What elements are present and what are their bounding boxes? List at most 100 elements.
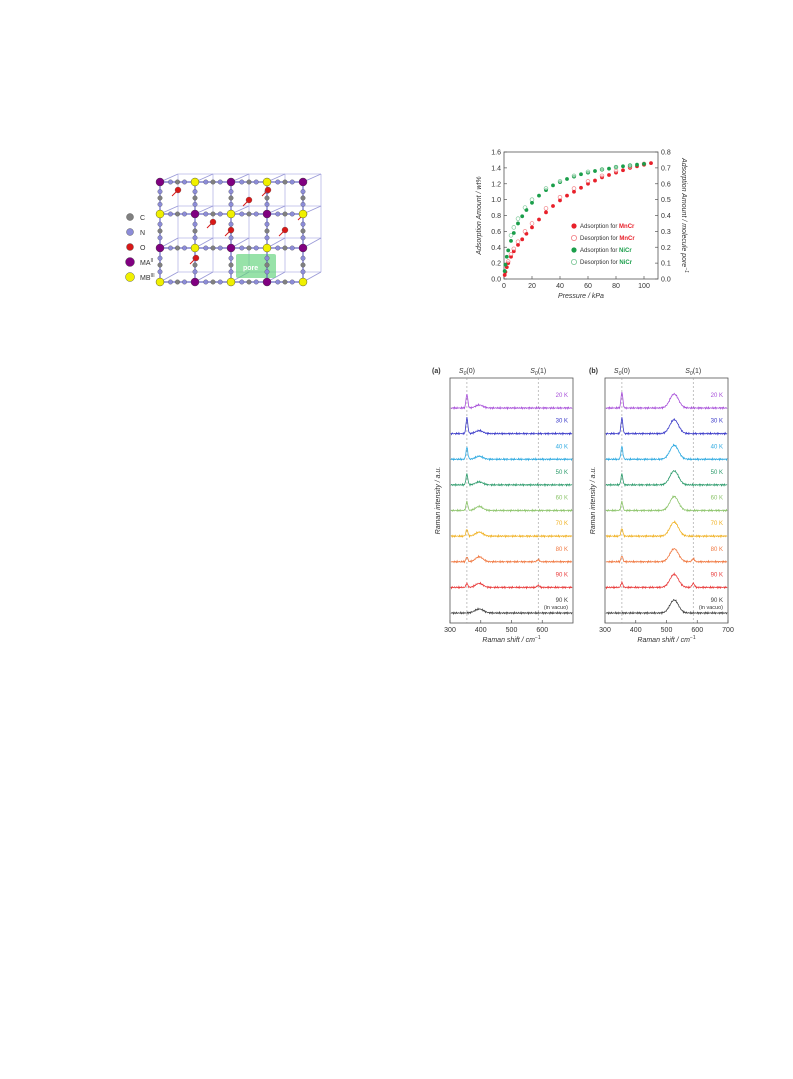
spectrum-label: 90 K: [556, 572, 568, 578]
y-tick-label: 1.4: [491, 165, 501, 172]
y-right-tick-label: 0.4: [661, 213, 671, 220]
lattice-atom: [210, 279, 216, 285]
lattice-atom: [264, 186, 272, 194]
lattice-atom: [275, 211, 281, 217]
lattice-atom: [264, 195, 270, 201]
spectrum-line: [605, 417, 728, 436]
legend-marker: [571, 235, 578, 242]
y-tick-label: 1.0: [491, 197, 501, 204]
lattice-atom: [264, 221, 270, 227]
crystal-lattice: pore: [155, 173, 322, 287]
lattice-atom: [282, 245, 288, 251]
legend-label: Adsorption for MnCr: [580, 224, 635, 230]
lattice-atom: [246, 279, 252, 285]
spectrum-line: [450, 554, 573, 564]
lattice-atom: [262, 209, 272, 219]
lattice-atom: [209, 218, 217, 226]
y-axis-label: Adsorption Amount / wt%: [476, 176, 483, 255]
spectrum-note: (in vacuo): [699, 605, 723, 611]
lattice-atom: [192, 221, 198, 227]
lattice-atom: [155, 243, 165, 253]
data-point: [593, 178, 597, 183]
lattice-atom: [192, 262, 198, 268]
lattice-atom: [264, 262, 270, 268]
lattice-atom: [226, 177, 236, 187]
lattice-atom: [239, 279, 245, 285]
data-point: [551, 183, 555, 188]
lattice-atom: [175, 279, 180, 285]
lattice-atom: [289, 279, 295, 285]
lattice-atom: [182, 279, 187, 285]
data-point: [571, 173, 577, 179]
lattice-atom: [182, 245, 187, 251]
lattice-atom: [298, 177, 308, 187]
spectrum-line: [450, 529, 573, 539]
peak-label: S0(1): [530, 368, 546, 377]
legend-marker-4: [125, 272, 135, 282]
data-point: [511, 225, 517, 230]
x-tick-label: 60: [584, 283, 592, 290]
y-tick-label: 0.6: [491, 229, 501, 236]
lattice-atom: [226, 243, 236, 253]
lattice-atom: [210, 179, 216, 185]
lattice-atom: [228, 262, 234, 268]
panel-label: (a): [432, 368, 441, 375]
lattice-atom: [264, 255, 270, 261]
legend-label-4: MBIII: [140, 273, 155, 282]
lattice-atom: [155, 177, 165, 187]
data-point: [522, 229, 528, 234]
peak-label: S0(1): [685, 368, 701, 377]
spectrum-label: 50 K: [556, 470, 568, 476]
lattice-atom: [157, 221, 163, 227]
lattice-atom: [203, 211, 209, 217]
data-point: [530, 200, 534, 205]
data-point: [565, 177, 569, 181]
data-point: [557, 194, 563, 200]
x-tick-label: 600: [691, 627, 703, 634]
lattice-atom: [157, 195, 163, 201]
x-tick-label: 400: [630, 627, 642, 634]
data-point: [585, 179, 591, 184]
x-tick-label: 80: [612, 283, 620, 290]
lattice-atom: [246, 245, 252, 251]
lattice-atom: [168, 245, 173, 251]
data-point: [593, 169, 597, 173]
data-point: [516, 242, 520, 247]
x-tick-label: 40: [556, 283, 564, 290]
lattice-atom: [157, 269, 163, 275]
data-point: [529, 221, 535, 226]
lattice-atom: [217, 179, 223, 185]
lattice-atom: [227, 226, 235, 234]
lattice-atom: [228, 255, 234, 261]
spectrum-line: [605, 548, 728, 564]
y-tick-label: 0.2: [491, 261, 501, 268]
lattice-atom: [190, 277, 200, 287]
data-point: [543, 186, 549, 191]
spectrum-line: [450, 581, 573, 590]
lattice-atom: [289, 179, 295, 185]
spectrum-line: [605, 443, 728, 462]
spectrum-line: [605, 494, 728, 513]
y-right-tick-label: 0.0: [661, 277, 671, 284]
lattice-atom: [217, 279, 223, 285]
data-point: [621, 168, 625, 173]
y-axis-label: Raman intensity / a.u.: [590, 467, 597, 535]
lattice-atom: [253, 179, 259, 185]
spectrum-label: 20 K: [556, 393, 568, 399]
lattice-atom: [174, 186, 182, 194]
spectrum-line: [450, 417, 573, 436]
lattice-atom: [300, 195, 306, 201]
lattice-atom: [217, 211, 223, 217]
x-tick-label: 500: [661, 627, 673, 634]
lattice-atom: [157, 228, 163, 234]
legend-label-3: MAII: [140, 258, 153, 267]
data-point: [520, 214, 525, 219]
data-point: [502, 273, 507, 277]
x-axis-label: Raman shift / cm−1: [482, 635, 540, 644]
x-tick-label: 100: [638, 283, 650, 290]
x-tick-label: 600: [536, 627, 548, 634]
lattice-atom: [228, 189, 234, 195]
panel-label: (b): [589, 368, 598, 375]
spectrum-label: 80 K: [711, 547, 723, 553]
spectrum-label: 40 K: [711, 444, 723, 450]
